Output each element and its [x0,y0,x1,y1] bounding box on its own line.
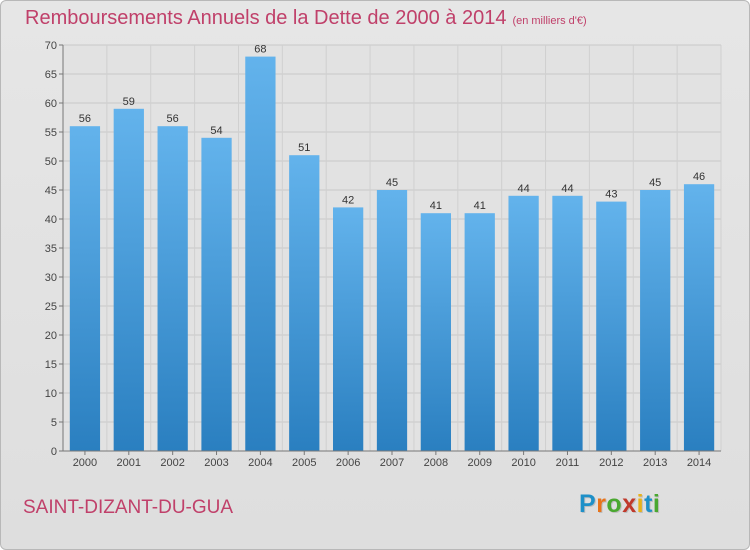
x-tick-label: 2003 [204,457,228,469]
x-tick-label: 2008 [424,457,448,469]
logo-letter: i [652,490,661,518]
bar-value-label: 46 [693,171,705,183]
logo-letter: o [606,490,623,518]
axes: 0 5 10 15 20 25 30 35 40 45 50 55 60 65 70 2000 2001 2002… [45,40,721,469]
bar-value-label: 41 [430,200,442,212]
bar [420,213,452,451]
x-tick-label: 2007 [380,457,404,469]
bar [289,155,320,451]
x-tick-label: 2005 [292,457,316,469]
logo-letter: r [596,490,607,518]
bars-group: 56 59 56 54 68 51 42 45 41 41 44 44 43 45 46 [69,44,715,452]
chart-subtitle: (en milliers d'€) [512,15,587,27]
bar [552,195,583,451]
chart-title-text: Remboursements Annuels de la Dette de 20… [25,7,507,29]
y-tick-label: 50 [45,156,57,168]
x-tick-label: 2011 [556,457,580,469]
x-tick-label: 2014 [687,457,711,469]
bar-value-label: 44 [561,183,573,195]
bar [69,126,101,451]
bar-value-label: 43 [605,189,617,201]
y-tick-label: 10 [45,388,57,400]
bar [157,126,188,451]
y-tick-label: 35 [45,243,57,255]
bar-value-label: 42 [342,194,354,206]
bar-value-label: 56 [79,113,91,125]
x-tick-label: 2009 [467,457,491,469]
y-tick-label: 5 [51,417,57,429]
logo-letter: t [644,490,653,518]
bar [464,213,495,451]
y-tick-label: 0 [51,446,57,458]
y-tick-label: 30 [45,272,57,284]
x-tick-label: 2002 [160,457,184,469]
bar [113,108,144,452]
y-tick-label: 70 [45,40,57,52]
x-tick-label: 2000 [73,457,97,469]
proxiti-logo: Proxiti [579,490,660,519]
x-tick-label: 2001 [117,457,141,469]
bar-value-label: 44 [517,183,529,195]
bar-value-label: 56 [167,113,179,125]
bar [596,201,627,451]
bar [508,195,539,451]
y-tick-label: 60 [45,98,57,110]
bar-value-label: 45 [386,177,398,189]
x-tick-label: 2006 [336,457,360,469]
y-tick-label: 40 [45,214,57,226]
chart-title: Remboursements Annuels de la Dette de 20… [25,7,587,30]
bar-value-label: 68 [254,44,266,56]
bar [640,190,671,451]
bar [332,207,364,451]
bar-value-label: 51 [298,142,310,154]
y-tick-label: 55 [45,127,57,139]
place-name: SAINT-DIZANT-DU-GUA [23,497,234,518]
bar-value-label: 54 [210,125,222,137]
x-tick-label: 2010 [511,457,535,469]
bar [245,56,276,451]
logo-letter: i [636,490,645,518]
bar-value-label: 59 [123,96,135,108]
y-tick-label: 20 [45,330,57,342]
logo-letter: x [622,490,637,518]
y-tick-label: 45 [45,185,57,197]
bar-value-label: 41 [474,200,486,212]
bar-value-label: 45 [649,177,661,189]
x-tick-label: 2013 [643,457,667,469]
bar [376,190,408,451]
y-tick-label: 25 [45,301,57,313]
x-tick-label: 2004 [248,457,272,469]
x-tick-label: 2012 [599,457,623,469]
bar [683,184,715,451]
y-tick-label: 65 [45,69,57,81]
bar [201,137,232,452]
y-tick-label: 15 [45,359,57,371]
logo-letter: P [579,490,597,518]
